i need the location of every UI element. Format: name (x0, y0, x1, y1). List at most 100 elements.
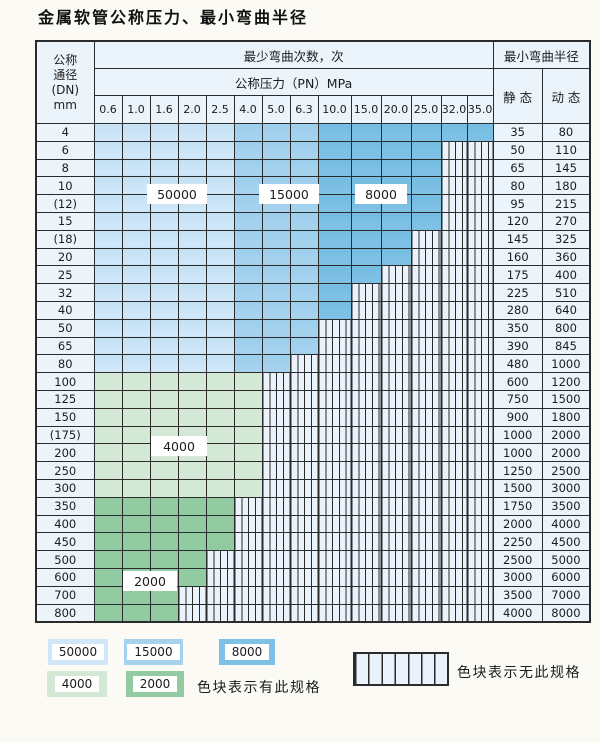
dn-cell: 125 (35, 389, 95, 409)
spec-cell (350, 247, 382, 267)
dynamic-radius-cell: 400 (541, 265, 591, 285)
spec-cell (121, 123, 151, 142)
spec-cell (177, 229, 207, 249)
dn-header-line: mm (53, 97, 77, 112)
dn-cell: 500 (35, 550, 95, 569)
dn-cell: (12) (35, 194, 95, 213)
no-spec-cell (410, 603, 442, 623)
spec-cell (93, 496, 123, 516)
no-spec-cell (466, 211, 494, 231)
no-spec-cell (350, 478, 382, 498)
spec-cell (261, 211, 291, 231)
dynamic-radius-cell: 270 (541, 211, 591, 231)
spec-cell (93, 211, 123, 231)
spec-cell (205, 514, 235, 534)
spec-cell (121, 176, 151, 196)
spec-cell (121, 158, 151, 178)
dn-cell: 6 (35, 140, 95, 160)
dynamic-radius-cell: 1200 (541, 372, 591, 391)
pressure-header: 公称压力（PN）MPa (93, 68, 494, 96)
spec-cell (233, 425, 263, 445)
spec-cell (317, 229, 352, 249)
spec-cell (121, 443, 151, 463)
static-radius-cell: 120 (492, 211, 543, 231)
spec-cell (149, 229, 179, 249)
spec-cell (121, 550, 151, 569)
legend-swatch-4000: 4000 (47, 671, 107, 697)
spec-cell (177, 265, 207, 285)
spec-cell (93, 443, 123, 463)
spec-cell (149, 532, 179, 552)
no-spec-cell (440, 372, 468, 391)
spec-cell (205, 389, 235, 409)
spec-cell (121, 425, 151, 445)
spec-cell (261, 123, 291, 142)
spec-cell (121, 211, 151, 231)
dynamic-radius-cell: 2500 (541, 461, 591, 480)
spec-cell (149, 496, 179, 516)
no-spec-cell (440, 318, 468, 338)
spec-cell (121, 389, 151, 409)
table-row: 40 280 640 (35, 300, 591, 320)
no-spec-cell (466, 318, 494, 338)
table-row: 20 160 360 (35, 247, 591, 267)
no-spec-cell (466, 514, 494, 534)
spec-cell (205, 336, 235, 356)
spec-cell (233, 265, 263, 285)
legend-swatch-8000: 8000 (219, 639, 275, 665)
no-spec-cell (380, 443, 412, 463)
spec-cell (380, 123, 412, 142)
table-row: 8 65 145 (35, 158, 591, 178)
spec-cell (149, 211, 179, 231)
no-spec-cell (410, 425, 442, 445)
dynamic-radius-cell: 2000 (541, 425, 591, 445)
pn-col-header: 10.0 (317, 95, 352, 124)
no-spec-cell (261, 532, 291, 552)
no-spec-cell (410, 514, 442, 534)
no-spec-cell (350, 372, 382, 391)
no-spec-cell (410, 407, 442, 427)
spec-cell (410, 140, 442, 160)
no-spec-cell (261, 550, 291, 569)
spec-cell (93, 354, 123, 374)
cycles-label-15000: 15000 (259, 184, 319, 204)
static-radius-cell: 175 (492, 265, 543, 285)
no-spec-cell (410, 496, 442, 516)
spec-cell (289, 300, 319, 320)
static-radius-cell: 2250 (492, 532, 543, 552)
spec-cell (177, 300, 207, 320)
no-spec-cell (350, 354, 382, 374)
dn-header: 公称 通径 (DN) mm (35, 40, 95, 124)
static-radius-cell: 900 (492, 407, 543, 427)
no-spec-cell (233, 585, 263, 605)
dn-cell: 20 (35, 247, 95, 267)
spec-cell (261, 283, 291, 302)
dynamic-radius-cell: 845 (541, 336, 591, 356)
spec-cell (233, 336, 263, 356)
spec-cell (93, 265, 123, 285)
no-spec-cell (289, 550, 319, 569)
no-spec-cell (466, 194, 494, 213)
no-spec-cell (466, 567, 494, 587)
legend-swatch-50000: 50000 (48, 639, 108, 665)
static-header: 静 态 (492, 68, 543, 124)
spec-cell (317, 158, 352, 178)
no-spec-cell (261, 443, 291, 463)
dynamic-radius-cell: 2000 (541, 443, 591, 463)
no-spec-cell (410, 585, 442, 605)
no-spec-cell (350, 514, 382, 534)
table-row: 350 1750 3500 (35, 496, 591, 516)
no-spec-cell (466, 247, 494, 267)
spec-cell (93, 140, 123, 160)
no-spec-cell (380, 425, 412, 445)
table-row: 50 350 800 (35, 318, 591, 338)
spec-cell (205, 461, 235, 480)
dn-cell: 450 (35, 532, 95, 552)
spec-cell (121, 514, 151, 534)
no-spec-cell (466, 300, 494, 320)
spec-cell (93, 389, 123, 409)
dn-cell: 4 (35, 123, 95, 142)
no-spec-cell (317, 372, 352, 391)
table-row: 80 480 1000 (35, 354, 591, 374)
spec-cell (93, 123, 123, 142)
